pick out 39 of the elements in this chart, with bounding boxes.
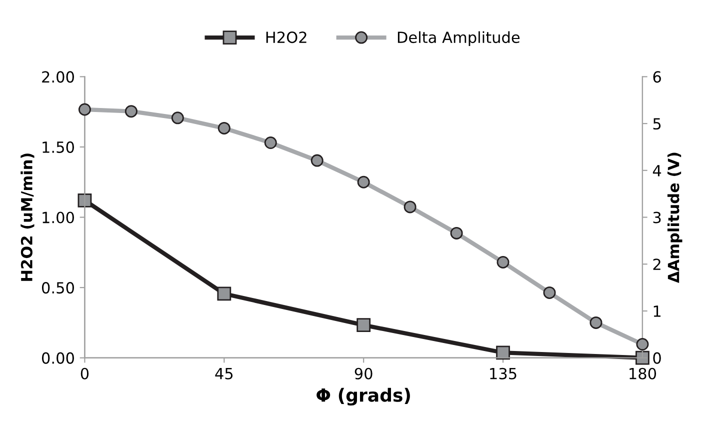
point [496,346,510,360]
y-tick-label: 2.00 [42,71,74,83]
x-tick-label: 45 [215,368,233,380]
x-tick-label: 180 [630,368,656,380]
point [357,176,370,188]
y2-tick-label: 2 [653,258,660,270]
y2-tick-label: 4 [652,165,662,176]
point [590,316,602,329]
point [636,350,650,365]
y2-axis-title: ΔAmplitude (V) [667,152,682,283]
x-tick-label: 0 [80,368,89,380]
point [78,103,91,116]
point [124,105,138,118]
x-axis-title: Φ (grads) [316,388,410,406]
x-tick-label: 90 [354,368,372,380]
point [171,112,184,124]
y2-tick-label: 6 [653,71,661,83]
x-tick-label: 135 [490,368,516,380]
legend-label: Delta Amplitude [398,31,520,46]
y-tick-label: 0.00 [42,352,74,364]
y-tick-label: 1.00 [42,212,74,224]
y2-tick-label: 3 [653,212,661,224]
point [264,136,277,150]
y-tick-label: 0.50 [42,282,74,294]
point [217,286,232,301]
point [404,200,416,214]
point [450,226,463,240]
legend-label: H2O2 [266,32,306,44]
y-axis-title: H2O2 (uM/min) [20,154,34,281]
point [356,318,371,332]
y2-tick-label: 5 [653,118,661,130]
point [310,154,324,167]
point [496,256,510,268]
y2-tick-label: 1 [654,306,660,317]
point [636,338,649,350]
y2-tick-label: 0 [653,352,661,364]
point [543,286,556,299]
point [218,122,230,134]
y-tick-label: 1.50 [42,141,74,153]
